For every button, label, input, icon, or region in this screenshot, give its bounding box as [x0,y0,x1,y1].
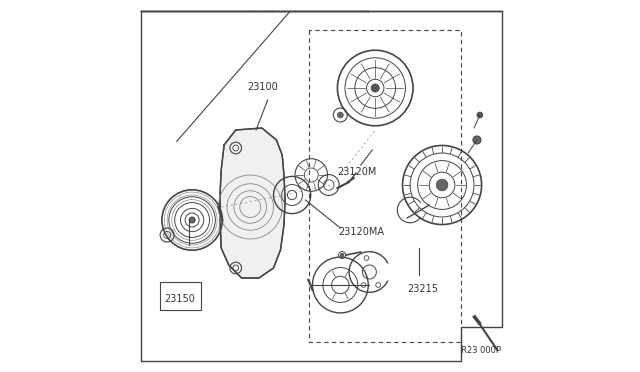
Polygon shape [220,128,285,278]
Text: R23 000P: R23 000P [461,346,501,355]
Circle shape [337,112,343,118]
Bar [160,282,201,310]
Circle shape [436,179,448,191]
Text: 23120MA: 23120MA [339,227,385,237]
Text: 23215: 23215 [407,284,438,294]
Circle shape [189,217,195,223]
Circle shape [340,253,344,257]
Text: 23150: 23150 [164,294,195,304]
Text: 23120M: 23120M [337,167,377,177]
Circle shape [473,136,481,144]
Circle shape [371,84,380,92]
Text: 23100: 23100 [247,82,278,92]
Circle shape [477,112,483,118]
